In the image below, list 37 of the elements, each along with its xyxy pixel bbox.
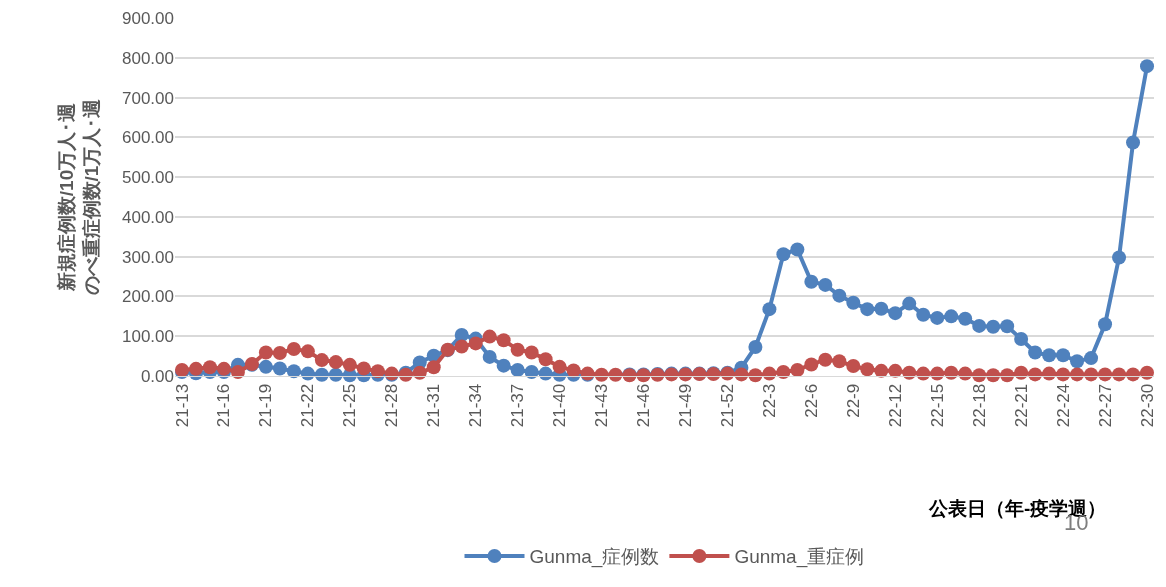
- x-tick-label: 21-25: [340, 383, 360, 428]
- x-tick-label: 21-49: [676, 383, 696, 428]
- y-tick-label: 200.00: [122, 287, 174, 307]
- x-tick-label: 21-52: [717, 383, 737, 428]
- x-tick-label: 22-12: [885, 383, 905, 428]
- y-tick-label: 300.00: [122, 247, 174, 267]
- y-tick-label: 900.00: [122, 8, 174, 28]
- y-tick-label: 400.00: [122, 207, 174, 227]
- x-tick-label: 21-46: [634, 383, 654, 428]
- x-tick-label: 22-9: [843, 383, 863, 418]
- x-tick-label: 22-30: [1137, 383, 1157, 428]
- y-tick-label: 100.00: [122, 327, 174, 347]
- y-axis-title: 新規症例数/10万人･週のべ重症例数/1万人･週: [56, 98, 102, 296]
- y-tick-label: 0.00: [140, 366, 174, 386]
- x-tick-label: 21-22: [298, 383, 318, 428]
- x-tick-label: 21-34: [466, 383, 486, 428]
- x-tick-label: 21-40: [550, 383, 570, 428]
- x-tick-label: 22-27: [1095, 383, 1115, 428]
- x-tick-label: 21-19: [256, 383, 276, 428]
- y-tick-label: 600.00: [122, 128, 174, 148]
- x-tick-label: 21-37: [508, 383, 528, 428]
- x-tick-label: 21-13: [172, 383, 192, 428]
- legend-label: Gunma_症例数: [529, 546, 660, 569]
- x-tick-label: 21-31: [424, 383, 444, 428]
- x-tick-label: 22-6: [801, 383, 821, 418]
- y-tick-label: 800.00: [122, 48, 174, 68]
- x-tick-label: 21-28: [382, 383, 402, 428]
- x-tick-label: 22-24: [1053, 383, 1073, 428]
- x-tick-label: 21-16: [214, 383, 234, 428]
- x-tick-label: 22-3: [759, 383, 779, 418]
- x-tick-label: 21-43: [592, 383, 612, 428]
- y-tick-label: 500.00: [122, 168, 174, 188]
- x-tick-label: 22-18: [969, 383, 989, 428]
- y-tick-label: 700.00: [122, 88, 174, 108]
- legend-label: Gunma_重症例: [734, 546, 865, 569]
- x-tick-label: 22-15: [927, 383, 947, 428]
- x-tick-label: 22-21: [1011, 383, 1031, 428]
